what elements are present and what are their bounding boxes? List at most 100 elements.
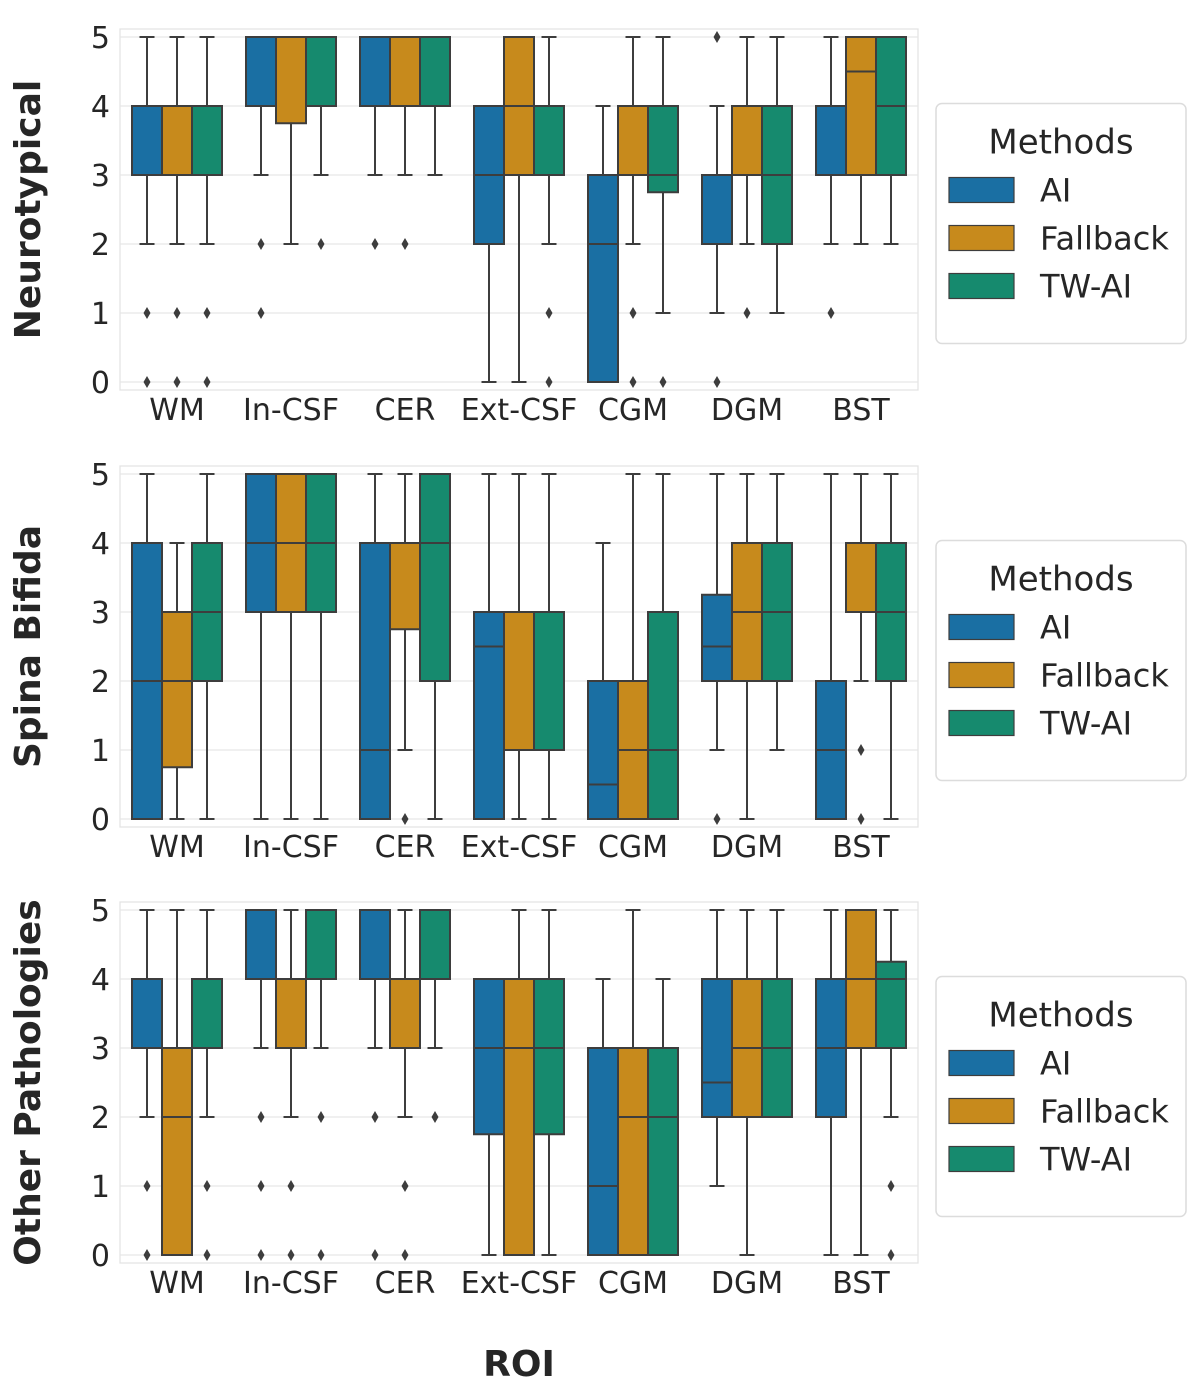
iqr-box	[389, 542, 421, 631]
outlier-point	[401, 813, 409, 825]
iqr-box	[191, 105, 223, 176]
legend-label-fallback: Fallback	[1040, 220, 1169, 258]
iqr-box	[845, 542, 877, 613]
panel-other-pathologies: 0 1 2 3 4 5 WM In-CSF CER Ext-CSF CGM DGM BST Other P…	[8, 894, 1187, 1301]
y-tick-label: 4	[91, 90, 110, 125]
box-tw-ai-in-csf	[305, 909, 337, 1261]
legend-label-tw-ai: TW-AI	[1039, 1141, 1132, 1179]
legend: Methods AI Fallback TW-AI	[935, 975, 1187, 1218]
legend-swatch-tw-ai	[948, 1145, 1015, 1173]
y-tick-label: 1	[91, 1170, 110, 1205]
outlier-point	[713, 376, 721, 388]
box-fallback-ext-csf	[503, 473, 535, 820]
x-tick-label: WM	[149, 1266, 205, 1301]
iqr-box	[845, 36, 877, 176]
box-ai-in-csf	[245, 473, 277, 820]
outlier-point	[257, 1249, 265, 1261]
box-tw-ai-ext-csf	[533, 909, 565, 1256]
x-tick-label: BST	[832, 393, 890, 428]
box-tw-ai-dgm	[761, 909, 793, 1118]
outlier-point	[887, 1249, 895, 1261]
box-ai-cgm	[587, 978, 619, 1256]
outlier-point	[173, 307, 181, 319]
iqr-box	[419, 473, 451, 682]
outlier-point	[857, 744, 865, 756]
y-tick-label: 5	[91, 458, 110, 493]
box-fallback-cer	[389, 473, 421, 825]
iqr-box	[617, 105, 649, 176]
outlier-point	[257, 307, 265, 319]
outlier-point	[743, 307, 751, 319]
x-tick-label: BST	[832, 1266, 890, 1301]
iqr-box	[245, 909, 277, 980]
iqr-box	[701, 593, 733, 682]
box-ai-dgm	[701, 31, 733, 388]
x-axis-title: ROI	[483, 1344, 555, 1385]
box-ai-bst	[815, 909, 847, 1256]
outlier-point	[713, 813, 721, 825]
iqr-box	[587, 174, 619, 383]
x-tick-label: DGM	[711, 1266, 783, 1301]
iqr-box	[731, 105, 763, 176]
y-tick-label: 2	[91, 665, 110, 700]
x-tick-label: Ext-CSF	[461, 393, 578, 428]
y-tick-label: 2	[91, 228, 110, 263]
outlier-point	[287, 1180, 295, 1192]
iqr-box	[875, 960, 907, 1049]
legend-swatch-ai	[948, 176, 1015, 204]
outlier-point	[545, 376, 553, 388]
iqr-box	[161, 611, 193, 769]
box-tw-ai-in-csf	[305, 473, 337, 820]
y-tick-label: 1	[91, 734, 110, 769]
iqr-box	[131, 978, 163, 1049]
legend-title: Methods	[988, 123, 1133, 163]
y-tick-label: 3	[91, 159, 110, 194]
box-ai-cgm	[587, 542, 619, 820]
y-tick-label: 0	[91, 803, 110, 838]
iqr-box	[815, 105, 847, 176]
box-ai-in-csf	[245, 36, 277, 319]
box-tw-ai-cgm	[647, 473, 679, 820]
x-tick-label: CER	[375, 830, 436, 865]
outlier-point	[629, 307, 637, 319]
y-tick-label: 3	[91, 1032, 110, 1067]
box-ai-ext-csf	[473, 105, 505, 383]
iqr-box	[701, 174, 733, 245]
box-tw-ai-dgm	[761, 473, 793, 751]
box-fallback-wm	[161, 542, 193, 820]
x-tick-label: In-CSF	[243, 830, 339, 865]
box-ai-cgm	[587, 105, 619, 383]
outlier-point	[371, 1249, 379, 1261]
iqr-box	[587, 1047, 619, 1256]
iqr-box	[647, 1047, 679, 1256]
box-tw-ai-bst	[875, 473, 907, 820]
legend-swatch-ai	[948, 1049, 1015, 1077]
outlier-point	[173, 376, 181, 388]
box-fallback-cer	[389, 909, 421, 1261]
panel-title: Spina Bifida	[8, 525, 49, 768]
outlier-point	[629, 376, 637, 388]
x-tick-label: WM	[149, 830, 205, 865]
outlier-point	[317, 1249, 325, 1261]
y-tick-label: 5	[91, 21, 110, 56]
x-tick-label: Ext-CSF	[461, 1266, 578, 1301]
iqr-box	[503, 611, 535, 751]
iqr-box	[419, 36, 451, 107]
outlier-point	[203, 1180, 211, 1192]
box-tw-ai-bst	[875, 36, 907, 245]
x-tick-label: In-CSF	[243, 1266, 339, 1301]
box-ai-cer	[359, 473, 391, 820]
box-fallback-wm	[161, 36, 193, 388]
box-tw-ai-wm	[191, 36, 223, 388]
outlier-point	[203, 307, 211, 319]
outlier-point	[659, 376, 667, 388]
iqr-box	[617, 1047, 649, 1256]
x-tick-label: Ext-CSF	[461, 830, 578, 865]
iqr-box	[359, 36, 391, 107]
outlier-point	[371, 238, 379, 250]
y-tick-label: 4	[91, 963, 110, 998]
box-tw-ai-in-csf	[305, 36, 337, 250]
legend: Methods AI Fallback TW-AI	[935, 539, 1187, 782]
box-tw-ai-cgm	[647, 36, 679, 388]
iqr-box	[305, 36, 337, 107]
